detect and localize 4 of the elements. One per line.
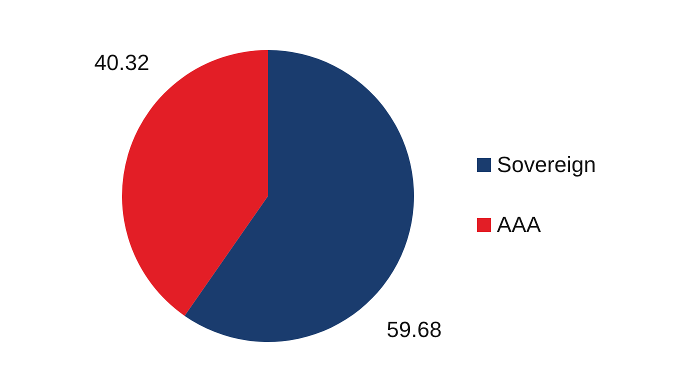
legend-label: Sovereign bbox=[496, 152, 596, 178]
data-label: 59.68 bbox=[386, 317, 442, 342]
data-label: 40.32 bbox=[94, 50, 150, 75]
legend-label: AAA bbox=[496, 212, 541, 238]
